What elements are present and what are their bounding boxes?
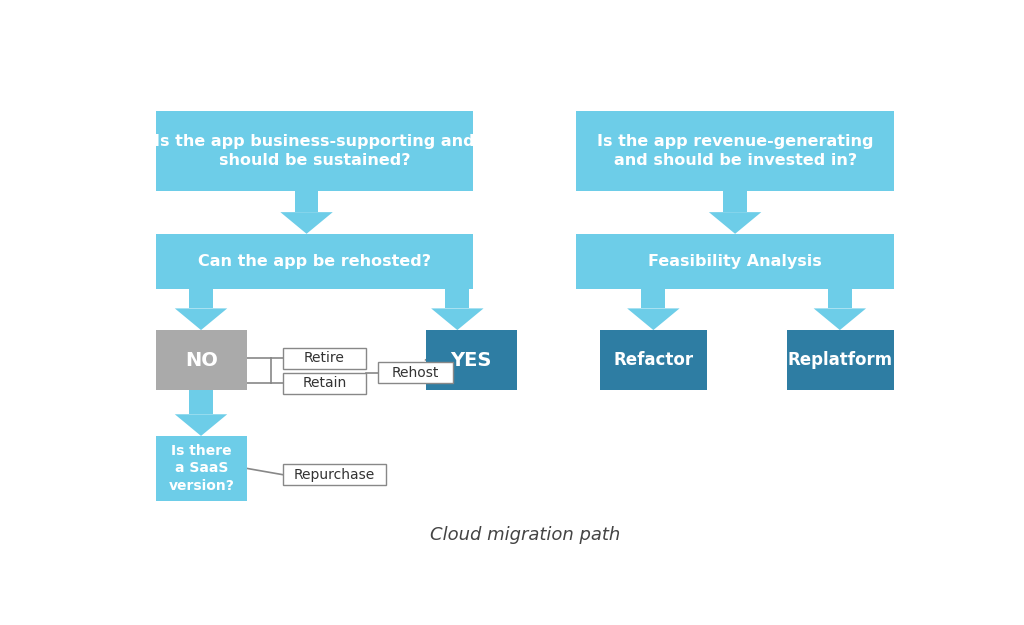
FancyBboxPatch shape	[283, 348, 367, 369]
Text: Rehost: Rehost	[392, 366, 439, 379]
Polygon shape	[431, 308, 483, 330]
FancyBboxPatch shape	[283, 464, 386, 485]
Polygon shape	[627, 308, 680, 330]
Text: Replatform: Replatform	[787, 351, 893, 369]
Text: NO: NO	[185, 351, 218, 369]
FancyBboxPatch shape	[189, 390, 213, 414]
Text: YES: YES	[451, 351, 492, 369]
Polygon shape	[709, 212, 761, 234]
Text: Is there
a SaaS
version?: Is there a SaaS version?	[169, 444, 234, 493]
Text: Feasibility Analysis: Feasibility Analysis	[648, 254, 822, 269]
FancyBboxPatch shape	[445, 289, 469, 308]
Text: Retain: Retain	[302, 376, 346, 390]
FancyBboxPatch shape	[189, 289, 213, 308]
FancyBboxPatch shape	[283, 373, 367, 394]
FancyBboxPatch shape	[786, 330, 894, 390]
FancyBboxPatch shape	[295, 191, 318, 212]
Polygon shape	[814, 308, 866, 330]
FancyBboxPatch shape	[378, 362, 454, 383]
FancyBboxPatch shape	[723, 191, 748, 212]
Text: Is the app business-supporting and
should be sustained?: Is the app business-supporting and shoul…	[155, 134, 475, 168]
FancyBboxPatch shape	[828, 289, 852, 308]
FancyBboxPatch shape	[600, 330, 708, 390]
FancyBboxPatch shape	[426, 330, 517, 390]
Polygon shape	[281, 212, 333, 234]
Text: Refactor: Refactor	[613, 351, 694, 369]
Text: Can the app be rehosted?: Can the app be rehosted?	[198, 254, 431, 269]
Text: Is the app revenue-generating
and should be invested in?: Is the app revenue-generating and should…	[597, 134, 873, 168]
FancyBboxPatch shape	[156, 111, 473, 191]
FancyBboxPatch shape	[156, 234, 473, 289]
FancyBboxPatch shape	[641, 289, 666, 308]
Polygon shape	[175, 414, 227, 436]
FancyBboxPatch shape	[577, 234, 894, 289]
FancyBboxPatch shape	[156, 330, 247, 390]
Text: Cloud migration path: Cloud migration path	[430, 526, 620, 544]
Text: Repurchase: Repurchase	[294, 468, 375, 482]
FancyBboxPatch shape	[577, 111, 894, 191]
Polygon shape	[175, 308, 227, 330]
FancyBboxPatch shape	[156, 436, 247, 501]
Text: Retire: Retire	[304, 351, 345, 365]
